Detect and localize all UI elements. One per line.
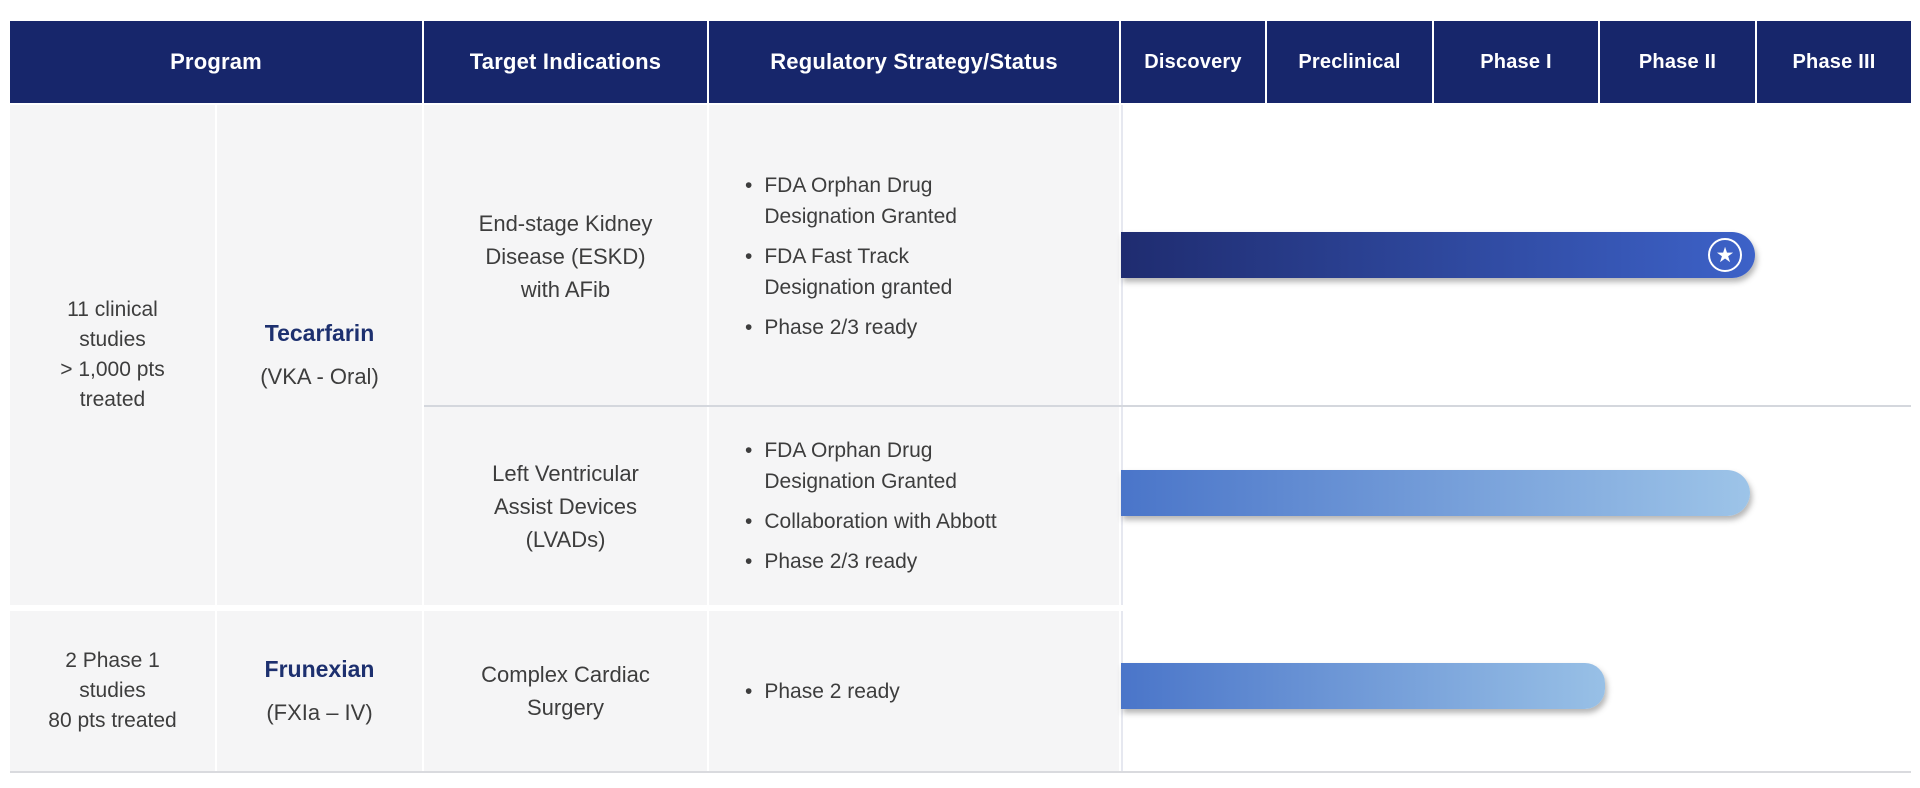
list-item: • Collaboration with Abbott <box>745 506 997 537</box>
header-cell-program: Program <box>10 21 424 103</box>
header-cell-phase-1: Phase I <box>1434 21 1600 103</box>
list-item: • Phase 2/3 ready <box>745 312 957 343</box>
bullet-icon: • <box>745 173 753 197</box>
indication-lvad: Left Ventricular Assist Devices (LVADs) <box>424 407 709 605</box>
progress-bar-frunexian-phase1 <box>1121 663 1605 709</box>
header-cell-preclinical: Preclinical <box>1267 21 1434 103</box>
bullet-icon: • <box>745 679 753 703</box>
program-stats-frunexian: 2 Phase 1 studies 80 pts treated <box>10 611 217 771</box>
list-item: • FDA Orphan Drug Designation Granted <box>745 170 957 232</box>
indication-complex-cardiac-surgery: Complex Cardiac Surgery <box>424 611 709 771</box>
regulatory-cell-frunexian: • Phase 2 ready <box>709 611 1121 771</box>
list-item: • FDA Orphan Drug Designation Granted <box>745 435 997 497</box>
milestone-star-icon: ★ <box>1708 238 1742 272</box>
indication-eskd: End-stage Kidney Disease (ESKD) with AFi… <box>424 105 709 407</box>
bullet-icon: • <box>745 550 753 573</box>
bullet-icon: • <box>745 510 753 533</box>
drug-name-tecarfarin: Tecarfarin <box>264 320 375 346</box>
drug-mechanism-tecarfarin: (VKA - Oral) <box>260 364 379 389</box>
drug-mechanism-frunexian: (FXIa – IV) <box>266 700 373 725</box>
regulatory-bullet-list: • FDA Orphan Drug Designation Granted • … <box>745 435 997 577</box>
program-stats-tecarfarin: 11 clinical studies > 1,000 pts treated <box>10 105 217 605</box>
header-cell-target-indications: Target Indications <box>424 21 709 103</box>
list-item: • Phase 2 ready <box>745 676 900 707</box>
header-cell-phase-2: Phase II <box>1600 21 1757 103</box>
bullet-icon: • <box>745 315 753 339</box>
bullet-text: Collaboration with Abbott <box>764 510 997 533</box>
bullet-icon: • <box>745 244 753 268</box>
bullet-text: FDA Fast Track Designation granted <box>764 244 953 299</box>
row-divider <box>424 405 1911 407</box>
regulatory-bullet-list: • FDA Orphan Drug Designation Granted • … <box>745 170 957 343</box>
header-cell-regulatory-status: Regulatory Strategy/Status <box>709 21 1121 103</box>
progress-bar-eskd-phase2: ★ <box>1121 232 1755 278</box>
bullet-text: Phase 2/3 ready <box>764 550 918 573</box>
table-bottom-border <box>10 771 1911 773</box>
list-item: • Phase 2/3 ready <box>745 546 997 577</box>
bullet-icon: • <box>745 439 753 462</box>
program-name-cell-tecarfarin: Tecarfarin (VKA - Oral) <box>217 105 424 605</box>
regulatory-cell-lvad: • FDA Orphan Drug Designation Granted • … <box>709 407 1121 605</box>
regulatory-cell-eskd: • FDA Orphan Drug Designation Granted • … <box>709 105 1121 407</box>
list-item: • FDA Fast Track Designation granted <box>745 241 957 303</box>
bullet-text: Phase 2/3 ready <box>764 315 918 339</box>
program-name-cell-frunexian: Frunexian (FXIa – IV) <box>217 611 424 771</box>
bullet-text: FDA Orphan Drug Designation Granted <box>764 439 957 493</box>
regulatory-bullet-list: • Phase 2 ready <box>745 676 900 707</box>
header-cell-phase-3: Phase III <box>1757 21 1911 103</box>
phase-chart-area-tecarfarin <box>1121 105 1911 605</box>
drug-name-frunexian: Frunexian <box>264 656 375 682</box>
bullet-text: Phase 2 ready <box>764 679 900 703</box>
bullet-text: FDA Orphan Drug Designation Granted <box>764 173 957 228</box>
header-cell-discovery: Discovery <box>1121 21 1267 103</box>
progress-bar-lvad-phase2 <box>1121 470 1750 516</box>
